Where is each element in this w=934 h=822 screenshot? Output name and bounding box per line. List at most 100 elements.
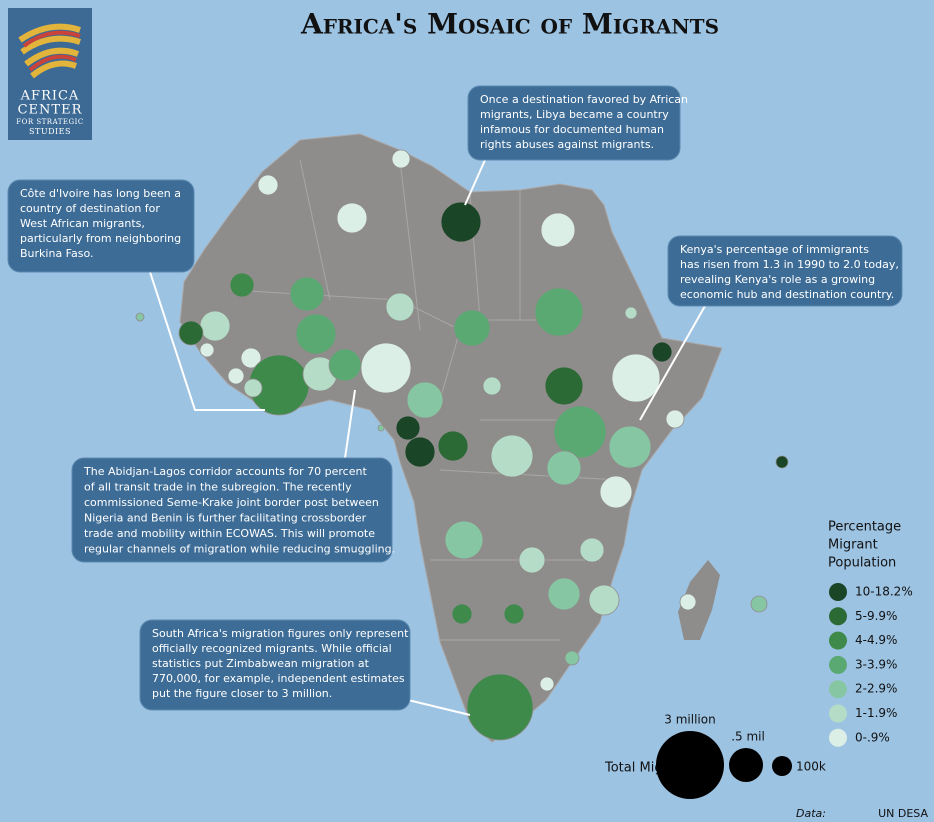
- connector: [149, 271, 265, 411]
- country-bubble: [611, 353, 661, 403]
- country-bubble: [608, 425, 652, 469]
- callout-text: officially recognized migrants. While of…: [152, 642, 392, 655]
- country-bubble: [553, 405, 607, 459]
- legend-swatch: [829, 583, 847, 601]
- callout-text: South Africa's migration figures only re…: [152, 627, 409, 640]
- callout-text: rights abuses against migrants.: [480, 138, 654, 151]
- callout-box: [139, 619, 411, 711]
- country-bubble: [227, 367, 245, 385]
- logo-text: AFRICA: [20, 89, 80, 104]
- legend-label: 4-4.9%: [855, 633, 897, 647]
- legend-swatch: [829, 607, 847, 626]
- legend-label: 5-9.9%: [855, 609, 897, 623]
- source-label: Data:: [796, 807, 826, 820]
- size-label: 3 million: [664, 713, 715, 727]
- callout-text: revealing Kenya's role as a growing: [680, 273, 875, 286]
- legend-swatch: [829, 704, 847, 723]
- country-bubble: [328, 348, 362, 382]
- callout-box: [71, 457, 393, 563]
- country-bubble: [599, 475, 633, 509]
- callout-text: economic hub and destination country.: [680, 288, 894, 301]
- callout-text: Burkina Faso.: [20, 247, 94, 260]
- country-bubble: [490, 434, 534, 478]
- country-bubble: [336, 202, 368, 234]
- callout: The Abidjan-Lagos corridor accounts for …: [71, 457, 395, 563]
- country-bubble: [466, 673, 534, 741]
- legend-swatch: [829, 655, 847, 674]
- legend-swatch: [829, 728, 847, 747]
- callout-text: 770,000, for example, independent estima…: [152, 672, 405, 685]
- legend-label: 3-3.9%: [855, 657, 897, 671]
- callout-text: Kenya's percentage of immigrants: [680, 243, 869, 256]
- country-bubble: [257, 174, 279, 196]
- callout-text: Côte d'Ivoire has long been a: [20, 187, 181, 200]
- callout-text: migrants, Libya became a country: [480, 108, 669, 121]
- callout-text: Once a destination favored by African: [480, 93, 688, 106]
- country-bubble: [391, 149, 411, 169]
- callout-text: The Abidjan-Lagos corridor accounts for …: [83, 465, 367, 478]
- legend-label: 0-.9%: [855, 730, 890, 744]
- callout: Once a destination favored by African mig…: [467, 85, 688, 161]
- title: Africa's Mosaic of Migrants: [300, 8, 719, 41]
- source-value: UN DESA: [878, 807, 928, 820]
- country-bubble: [135, 312, 145, 322]
- legend-title: Percentage: [828, 520, 901, 535]
- country-bubble: [199, 342, 215, 358]
- country-bubble: [544, 366, 584, 406]
- country-bubble: [395, 415, 421, 441]
- callout-text: statistics put Zimbabwean migration at: [152, 657, 370, 670]
- logo-text: FOR STRATEGIC: [16, 118, 84, 126]
- callout-text: trade and mobility within ECOWAS. This w…: [84, 527, 375, 540]
- callout-text: put the figure closer to 3 million.: [152, 687, 332, 700]
- legend-label: 2-2.9%: [855, 682, 897, 696]
- legend: Percentage Migrant Population 10-18.2% 5-9.9…: [828, 520, 913, 747]
- country-bubble: [295, 313, 337, 355]
- size-key: [656, 731, 724, 799]
- country-bubble: [360, 342, 412, 394]
- country-bubble: [385, 292, 415, 322]
- callout-text: Nigeria and Benin is further facilitatin…: [84, 512, 367, 525]
- logo-stripes: [18, 23, 81, 79]
- country-bubble: [289, 276, 325, 312]
- callout-text: West African migrants,: [20, 217, 145, 230]
- callout: Kenya's percentage of immigrants has rise…: [667, 235, 903, 307]
- legend-label: 1-1.9%: [855, 706, 897, 720]
- callout-text: infamous for documented human: [480, 123, 664, 136]
- country-bubble: [564, 650, 580, 666]
- country-bubble: [651, 341, 673, 363]
- country-bubble: [243, 378, 263, 398]
- country-bubble: [440, 201, 482, 243]
- country-bubble: [534, 287, 584, 337]
- callout-text: commissioned Seme-Krake joint border pos…: [84, 496, 379, 509]
- country-bubble: [579, 537, 605, 563]
- logo-stripes: [22, 30, 81, 72]
- size-key: [772, 756, 792, 776]
- country-bubble: [546, 450, 582, 486]
- callout-text: regular channels of migration while redu…: [84, 543, 395, 556]
- callout-text: particularly from neighboring: [20, 232, 181, 245]
- country-bubble: [540, 212, 576, 248]
- country-bubbles: [135, 149, 789, 741]
- connector: [639, 305, 706, 421]
- country-bubble: [482, 376, 502, 396]
- country-bubble: [775, 455, 789, 469]
- country-bubble: [539, 676, 555, 692]
- country-bubble: [404, 436, 436, 468]
- callout: Côte d'Ivoire has long been a country of …: [7, 179, 195, 273]
- connector: [407, 699, 471, 716]
- country-bubble: [679, 593, 697, 611]
- callout-box: [7, 179, 195, 273]
- country-bubble: [453, 309, 491, 347]
- country-bubble: [547, 577, 581, 611]
- country-bubble: [199, 310, 231, 342]
- callout-text: of all transit trade in the subregion. T…: [84, 481, 352, 494]
- size-label: .5 mil: [731, 730, 765, 744]
- country-bubble: [240, 347, 262, 369]
- connector: [464, 159, 486, 206]
- country-bubble: [444, 520, 484, 560]
- country-bubble: [451, 603, 473, 625]
- legend-swatch: [829, 631, 847, 650]
- country-bubble: [229, 272, 255, 298]
